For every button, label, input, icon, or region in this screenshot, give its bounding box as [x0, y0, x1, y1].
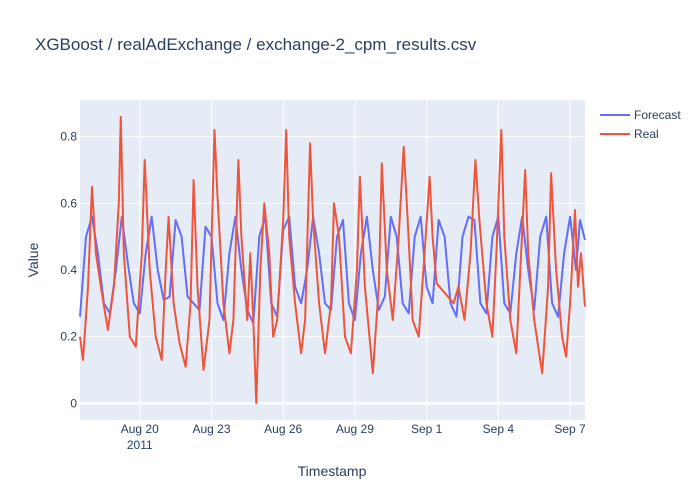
x-tick-year: 2011	[127, 438, 153, 452]
x-tick-label: Aug 20	[121, 422, 159, 436]
legend[interactable]: Forecast Real	[600, 108, 681, 141]
y-tick-label: 0.6	[60, 196, 77, 210]
series-layer	[79, 115, 586, 405]
x-tick-label: Aug 23	[192, 422, 230, 436]
x-tick-label: Sep 1	[411, 422, 443, 436]
x-tick-label: Aug 26	[264, 422, 302, 436]
y-tick-labels: 0 0.2 0.4 0.6 0.8	[60, 130, 77, 411]
legend-item-real[interactable]: Real	[600, 127, 659, 141]
y-tick-label: 0.2	[60, 330, 77, 344]
x-axis-label: Timestamp	[298, 463, 367, 479]
y-axis-label: Value	[25, 242, 41, 277]
legend-item-forecast[interactable]: Forecast	[600, 108, 681, 122]
y-tick-label: 0.4	[60, 263, 77, 277]
x-tick-label: Aug 29	[336, 422, 374, 436]
legend-label: Forecast	[634, 108, 681, 122]
chart-title: XGBoost / realAdExchange / exchange-2_cp…	[35, 35, 477, 54]
x-tick-labels: Aug 20 2011 Aug 23 Aug 26 Aug 29 Sep 1 Sep 4 Se…	[121, 422, 586, 452]
series-line-real	[79, 115, 586, 405]
y-tick-label: 0.8	[60, 130, 77, 144]
legend-label: Real	[634, 127, 659, 141]
x-tick-label: Sep 4	[483, 422, 515, 436]
x-tick-label: Sep 7	[554, 422, 586, 436]
y-tick-label: 0	[70, 396, 77, 410]
